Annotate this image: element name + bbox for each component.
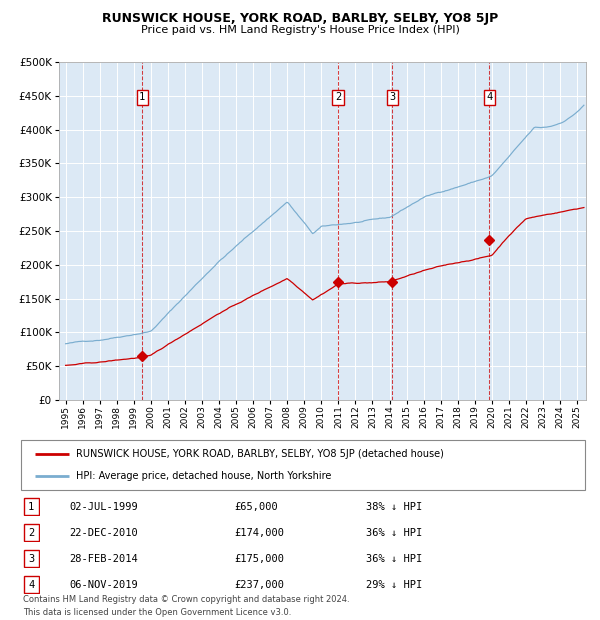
Text: £174,000: £174,000	[234, 528, 284, 538]
Text: Price paid vs. HM Land Registry's House Price Index (HPI): Price paid vs. HM Land Registry's House …	[140, 25, 460, 35]
Text: 29% ↓ HPI: 29% ↓ HPI	[366, 580, 422, 590]
Text: RUNSWICK HOUSE, YORK ROAD, BARLBY, SELBY, YO8 5JP (detached house): RUNSWICK HOUSE, YORK ROAD, BARLBY, SELBY…	[76, 449, 444, 459]
Text: 36% ↓ HPI: 36% ↓ HPI	[366, 554, 422, 564]
Text: 22-DEC-2010: 22-DEC-2010	[69, 528, 138, 538]
Text: 2: 2	[335, 92, 341, 102]
Text: 1: 1	[139, 92, 145, 102]
Text: Contains HM Land Registry data © Crown copyright and database right 2024.
This d: Contains HM Land Registry data © Crown c…	[23, 595, 349, 617]
Text: 1: 1	[28, 502, 34, 512]
FancyBboxPatch shape	[23, 498, 39, 515]
Text: £65,000: £65,000	[234, 502, 278, 512]
Text: HPI: Average price, detached house, North Yorkshire: HPI: Average price, detached house, Nort…	[76, 471, 332, 481]
Text: 2: 2	[28, 528, 34, 538]
Text: RUNSWICK HOUSE, YORK ROAD, BARLBY, SELBY, YO8 5JP: RUNSWICK HOUSE, YORK ROAD, BARLBY, SELBY…	[102, 12, 498, 25]
Text: 4: 4	[486, 92, 493, 102]
Text: 02-JUL-1999: 02-JUL-1999	[69, 502, 138, 512]
Text: £175,000: £175,000	[234, 554, 284, 564]
Text: 3: 3	[389, 92, 395, 102]
FancyBboxPatch shape	[23, 525, 39, 541]
Text: 4: 4	[28, 580, 34, 590]
Text: 06-NOV-2019: 06-NOV-2019	[69, 580, 138, 590]
Text: 38% ↓ HPI: 38% ↓ HPI	[366, 502, 422, 512]
Text: 36% ↓ HPI: 36% ↓ HPI	[366, 528, 422, 538]
Text: £237,000: £237,000	[234, 580, 284, 590]
FancyBboxPatch shape	[21, 440, 585, 490]
FancyBboxPatch shape	[23, 577, 39, 593]
Text: 28-FEB-2014: 28-FEB-2014	[69, 554, 138, 564]
FancyBboxPatch shape	[23, 551, 39, 567]
Text: 3: 3	[28, 554, 34, 564]
